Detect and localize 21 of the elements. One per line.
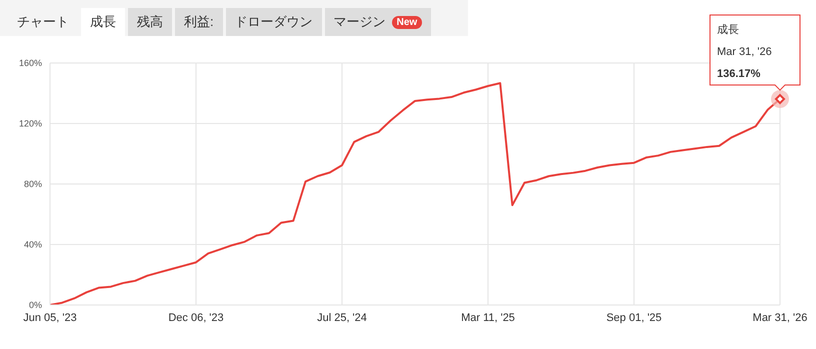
x-tick-label: Mar 31, '26 — [752, 312, 808, 324]
category-label: Mar 31, '26 — [717, 46, 772, 58]
x-tick-label: Sep 01, '25 — [606, 312, 662, 324]
y-tick-label: 0% — [28, 300, 42, 310]
text: 成長 — [717, 23, 739, 36]
text: 残高 — [137, 13, 163, 31]
text: 成長 — [90, 13, 116, 31]
annotation: 136.17% — [717, 68, 761, 80]
y-tick-label: 120% — [18, 118, 42, 129]
x-tick-label: Jun 05, '23 — [23, 312, 77, 324]
text: マージン — [334, 13, 386, 31]
y-tick-label: 40% — [24, 240, 42, 250]
y-tick-label: 160% — [18, 58, 42, 68]
text: New — [392, 16, 422, 28]
text: 利益: — [184, 13, 214, 31]
x-tick-label: Mar 11, '25 — [461, 312, 515, 324]
y-tick-label: 80% — [24, 179, 42, 190]
text: チャート — [17, 13, 69, 31]
text: ドローダウン — [234, 13, 313, 31]
x-tick-label: Jul 25, '24 — [317, 312, 367, 324]
x-tick-label: Dec 06, '23 — [168, 312, 224, 324]
